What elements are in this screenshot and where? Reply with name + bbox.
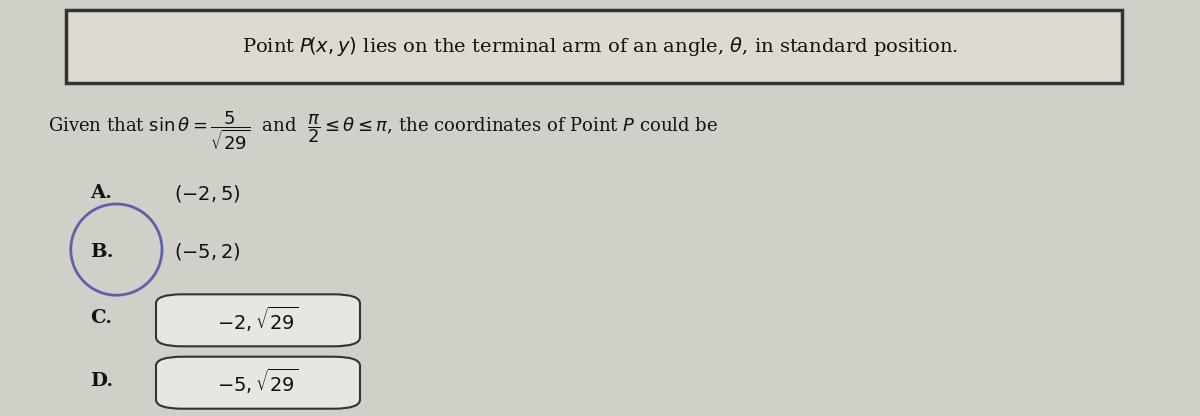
FancyBboxPatch shape — [156, 357, 360, 409]
Text: $-5,\sqrt{29}$: $-5,\sqrt{29}$ — [217, 367, 299, 396]
Text: Given that $\sin\theta =\dfrac{5}{\sqrt{29}}$  and  $\dfrac{\pi}{2}\leq\theta\le: Given that $\sin\theta =\dfrac{5}{\sqrt{… — [48, 110, 718, 152]
Text: $\left(-2,5\right)$: $\left(-2,5\right)$ — [174, 183, 241, 204]
Text: $\left(-5,2\right)$: $\left(-5,2\right)$ — [174, 241, 241, 262]
Text: C.: C. — [90, 309, 112, 327]
Text: B.: B. — [90, 243, 114, 261]
Text: A.: A. — [90, 184, 112, 203]
Text: Point $P\!\left(x,y\right)$ lies on the terminal arm of an angle, $\theta$, in s: Point $P\!\left(x,y\right)$ lies on the … — [242, 35, 958, 58]
Text: $-2,\sqrt{29}$: $-2,\sqrt{29}$ — [217, 305, 299, 334]
FancyBboxPatch shape — [66, 10, 1122, 83]
Text: D.: D. — [90, 371, 113, 390]
FancyBboxPatch shape — [156, 295, 360, 346]
